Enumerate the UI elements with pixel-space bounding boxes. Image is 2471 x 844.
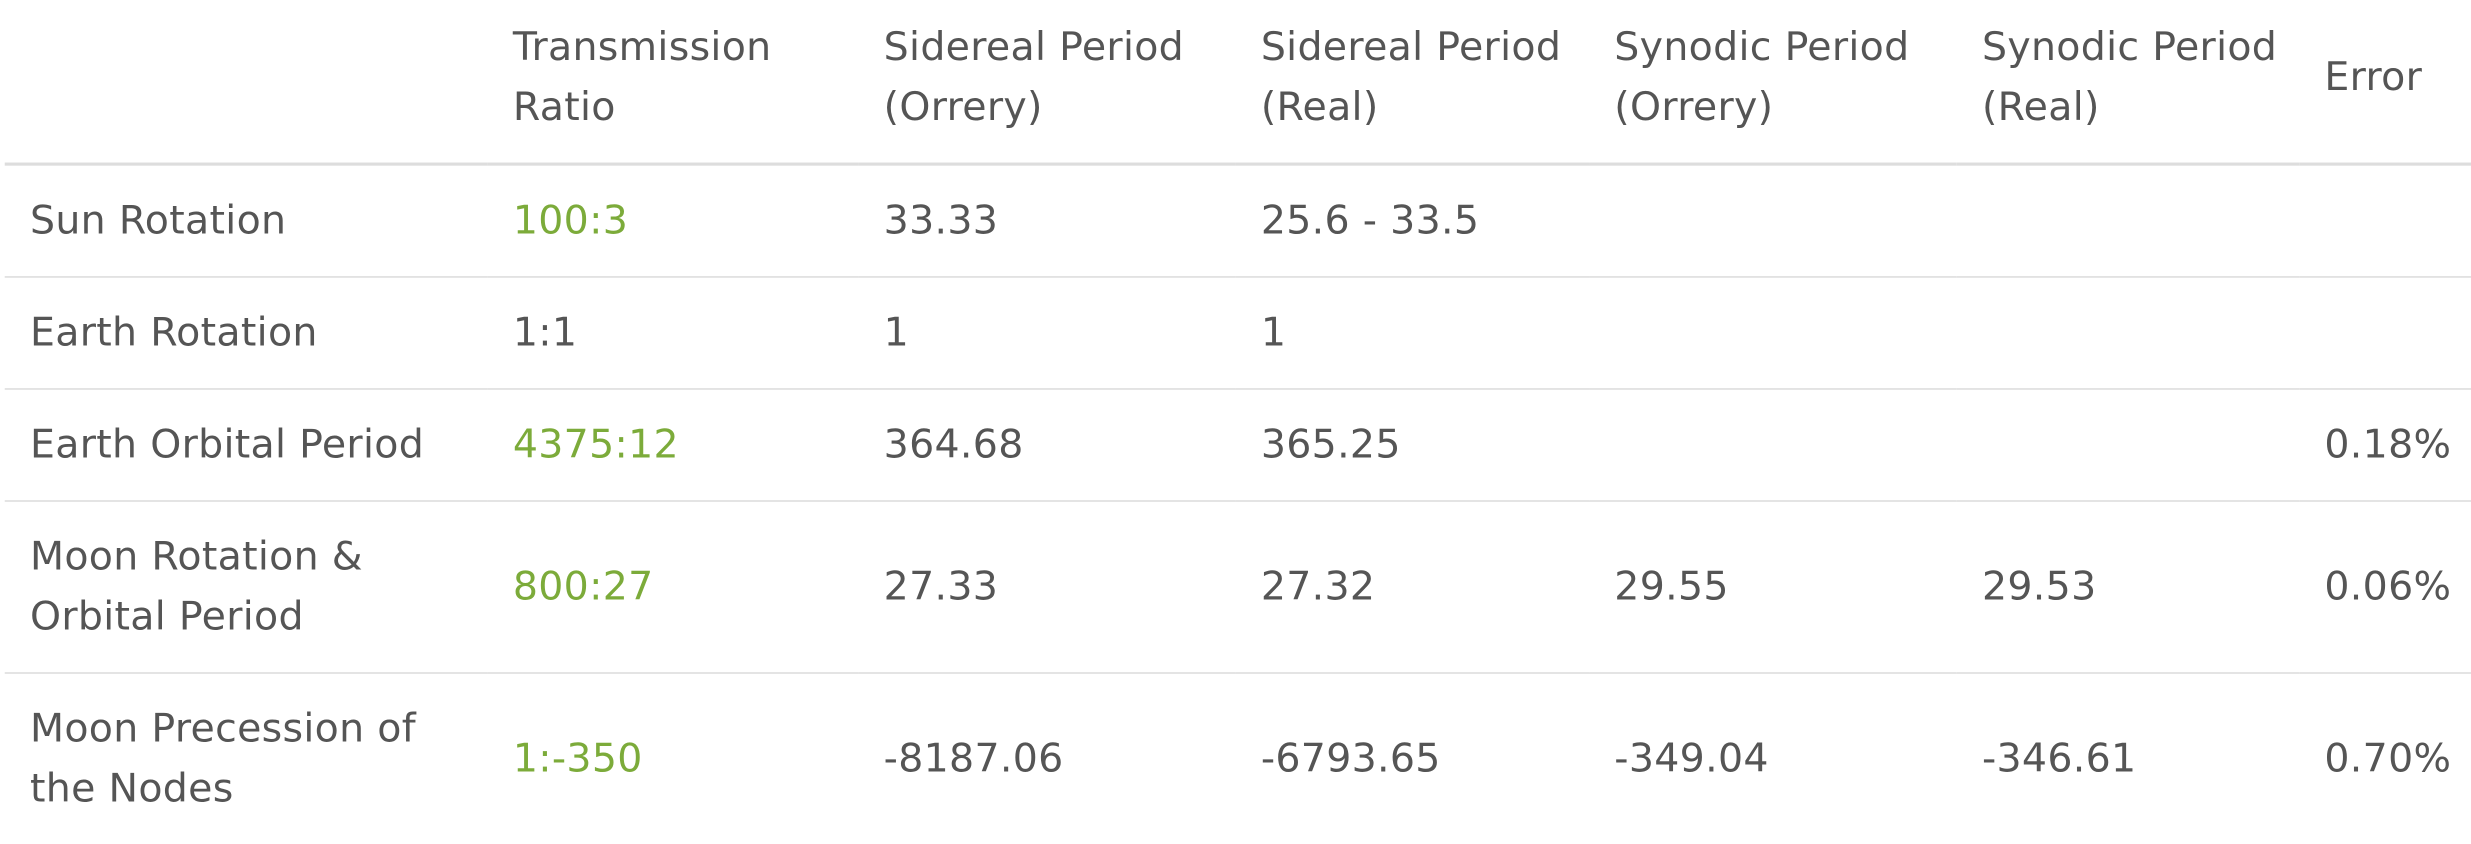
row-label-line: Orbital Period [29, 593, 304, 640]
table-row: Moon Precession of the Nodes 1:-350 -8187… [4, 672, 2471, 844]
synodic-real: -346.61 [1956, 672, 2300, 844]
table-row: Sun Rotation 100:3 33.33 25.6 - 33.5 [5, 164, 2471, 277]
synodic-real [1957, 164, 2299, 277]
table-body: Sun Rotation 100:3 33.33 25.6 - 33.5 Ear… [4, 164, 2471, 844]
orrery-periods-table: Transmission Ratio Sidereal Period (Orrery… [4, 0, 2471, 844]
synodic-orrery [1589, 164, 1957, 277]
header-line: (Orrery) [1614, 83, 1774, 130]
synodic-real [1956, 276, 2300, 389]
row-label-line: Moon Rotation & [29, 533, 363, 580]
transmission-ratio: 100:3 [512, 197, 629, 244]
sidereal-orrery: 33.33 [883, 197, 999, 244]
sidereal-real: -6793.65 [1235, 672, 1590, 844]
sidereal-real: 365.25 [1235, 388, 1590, 502]
header-line: Synodic Period [1981, 23, 2278, 70]
row-label: Sun Rotation [29, 197, 287, 244]
synodic-real [1956, 388, 2300, 502]
synodic-orrery [1589, 276, 1957, 389]
transmission-ratio: 1:1 [487, 276, 859, 389]
error-value [2299, 164, 2471, 277]
sidereal-orrery: 364.68 [858, 388, 1236, 502]
transmission-ratio: 4375:12 [487, 388, 859, 502]
synodic-orrery: 29.55 [1589, 500, 1957, 674]
table-header: Transmission Ratio Sidereal Period (Orrery… [4, 0, 2471, 166]
row-label-line: the Nodes [29, 765, 234, 812]
header-synodic-real: Synodic Period (Real) [1956, 0, 2300, 166]
sidereal-orrery: -8187.06 [858, 672, 1236, 844]
error-value: 0.70% [2299, 672, 2471, 844]
synodic-real: 29.53 [1956, 500, 2300, 674]
row-label: Moon Precession of the Nodes [4, 672, 488, 844]
sidereal-real: 27.32 [1235, 500, 1590, 674]
error-value: 0.18% [2299, 388, 2471, 502]
error-value: 0.06% [2299, 500, 2471, 674]
row-label: Moon Rotation & Orbital Period [4, 500, 488, 674]
header-synodic-orrery: Synodic Period (Orrery) [1589, 0, 1957, 166]
header-line: Sidereal Period [1260, 23, 1562, 70]
header-line: Error [2324, 53, 2423, 100]
header-line: Transmission [512, 23, 772, 70]
transmission-ratio: 800:27 [487, 500, 859, 674]
header-sidereal-real: Sidereal Period (Real) [1235, 0, 1590, 166]
header-corner [4, 0, 488, 166]
table-row: Earth Orbital Period 4375:12 364.68 365.… [4, 388, 2471, 502]
row-label-line: Moon Precession of [29, 705, 416, 752]
header-row: Transmission Ratio Sidereal Period (Orrery… [4, 0, 2471, 166]
sidereal-real: 25.6 - 33.5 [1260, 197, 1480, 244]
header-line: Ratio [512, 83, 616, 130]
row-label: Earth Orbital Period [4, 388, 488, 502]
transmission-ratio: 1:-350 [487, 672, 859, 844]
header-error: Error [2299, 0, 2471, 166]
sidereal-real: 1 [1235, 276, 1590, 389]
table-row: Earth Rotation 1:1 1 1 [4, 276, 2471, 389]
sidereal-orrery: 27.33 [858, 500, 1236, 674]
sidereal-orrery: 1 [858, 276, 1236, 389]
row-label: Earth Rotation [4, 276, 488, 389]
header-line: (Real) [1260, 83, 1379, 130]
table-row: Moon Rotation & Orbital Period 800:27 27.… [4, 500, 2471, 674]
header-line: (Real) [1981, 83, 2100, 130]
header-line: (Orrery) [883, 83, 1043, 130]
header-sidereal-orrery: Sidereal Period (Orrery) [858, 0, 1236, 166]
synodic-orrery [1589, 388, 1957, 502]
header-transmission-ratio: Transmission Ratio [487, 0, 859, 166]
synodic-orrery: -349.04 [1589, 672, 1957, 844]
error-value [2299, 276, 2471, 389]
header-line: Sidereal Period [883, 23, 1185, 70]
header-line: Synodic Period [1614, 23, 1910, 70]
